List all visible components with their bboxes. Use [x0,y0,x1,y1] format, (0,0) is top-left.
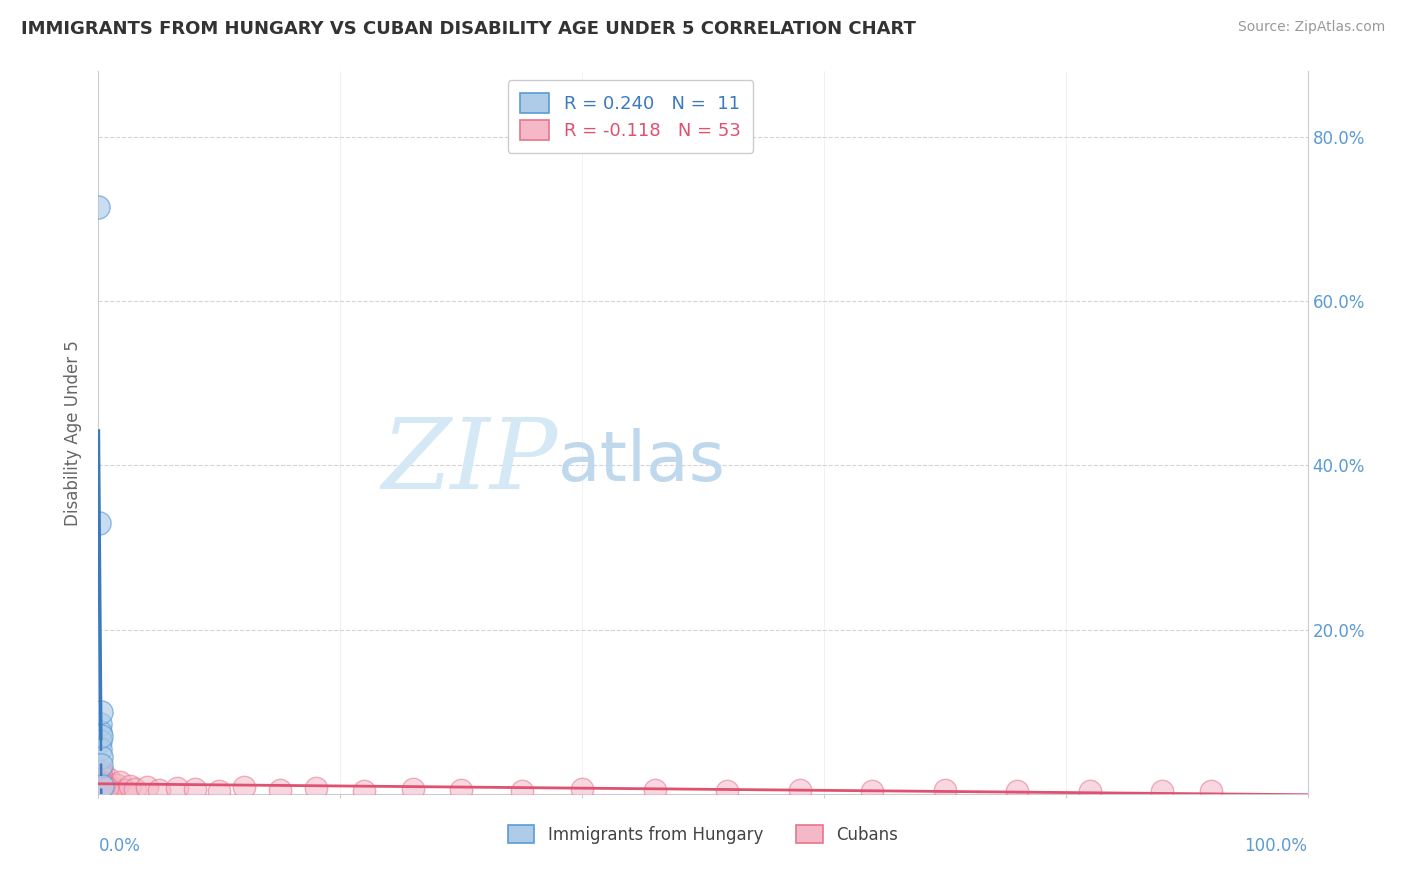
Y-axis label: Disability Age Under 5: Disability Age Under 5 [65,340,83,525]
Point [89,777,111,791]
Point [87,766,110,780]
Point [91,766,114,780]
Point [716,784,738,798]
Text: 0.0%: 0.0% [98,838,141,855]
Point [353,783,375,797]
Point [91,779,114,793]
Point [90,769,112,783]
Point [305,781,328,796]
Point [93,781,115,796]
Point [89,769,111,783]
Point [90,773,112,788]
Point [89,774,111,789]
Point [90,779,112,793]
Point [89,764,111,778]
Point [87,200,110,214]
Point [860,783,883,797]
Point [934,782,956,797]
Text: IMMIGRANTS FROM HUNGARY VS CUBAN DISABILITY AGE UNDER 5 CORRELATION CHART: IMMIGRANTS FROM HUNGARY VS CUBAN DISABIL… [21,20,915,37]
Point [89,741,111,756]
Point [166,781,188,796]
Point [89,771,111,785]
Point [148,782,170,797]
Point [100,783,122,797]
Point [1078,784,1101,798]
Point [90,750,112,764]
Point [94,775,117,789]
Point [96,781,118,796]
Point [96,777,118,791]
Point [108,775,131,789]
Point [1199,784,1222,798]
Point [644,782,666,797]
Text: ZIP: ZIP [381,414,558,509]
Point [124,781,146,796]
Point [184,781,207,796]
Point [232,780,254,795]
Point [89,762,111,776]
Point [789,782,811,797]
Point [105,778,128,792]
Point [89,725,111,739]
Legend: Immigrants from Hungary, Cubans: Immigrants from Hungary, Cubans [501,819,905,851]
Point [91,774,114,789]
Text: atlas: atlas [558,428,725,495]
Point [90,781,112,796]
Text: 100.0%: 100.0% [1244,838,1308,855]
Point [91,777,114,791]
Point [208,783,231,797]
Point [402,781,425,796]
Point [89,717,111,731]
Point [89,780,111,795]
Point [89,733,111,747]
Point [101,781,124,796]
Point [90,705,112,719]
Point [90,758,112,772]
Point [118,780,141,794]
Point [98,772,121,786]
Point [135,780,157,795]
Point [114,782,136,797]
Point [571,781,593,796]
Point [450,782,472,797]
Point [90,730,112,744]
Point [269,782,291,797]
Point [89,516,111,530]
Point [91,780,114,794]
Point [93,780,115,794]
Point [510,783,533,797]
Text: Source: ZipAtlas.com: Source: ZipAtlas.com [1237,20,1385,34]
Point [1007,783,1029,797]
Point [97,780,120,795]
Point [1152,783,1174,797]
Point [87,772,110,786]
